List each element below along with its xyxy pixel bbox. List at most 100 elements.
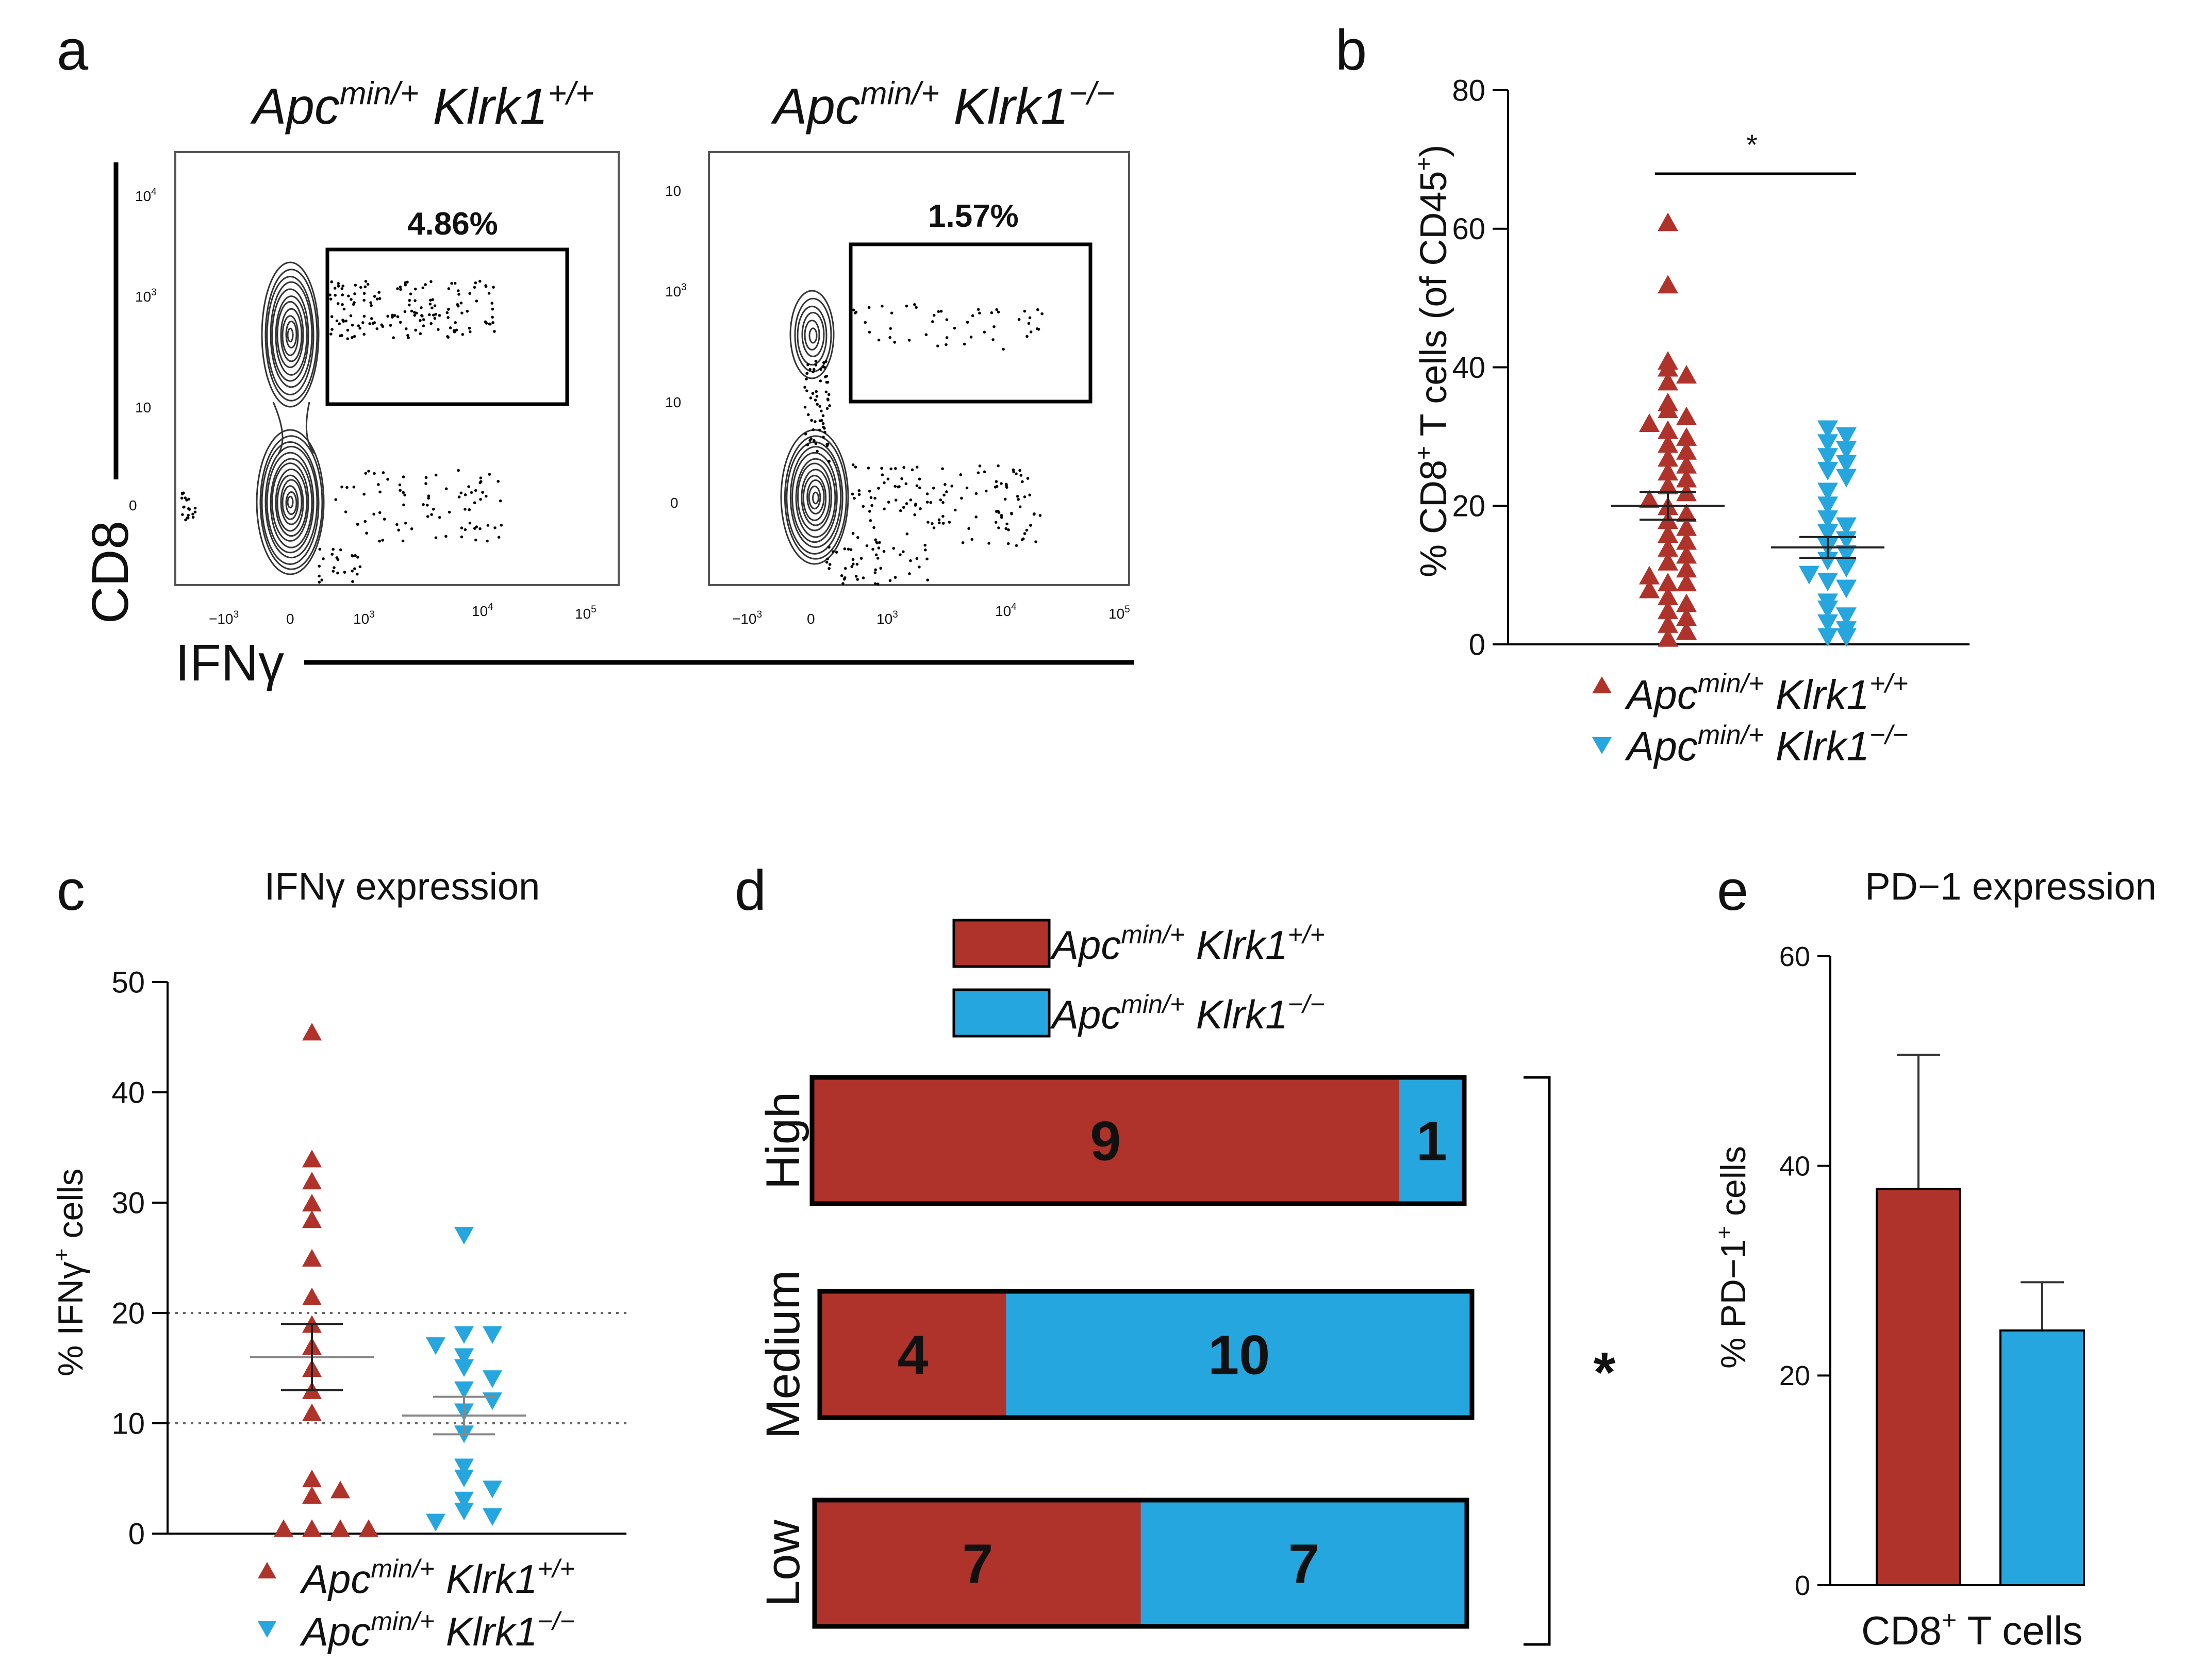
event-dot — [478, 279, 482, 283]
event-dot — [841, 582, 845, 585]
event-dot — [908, 572, 911, 575]
event-dot — [488, 473, 491, 476]
event-dot — [909, 559, 912, 562]
y-tick-label: 60 — [1452, 212, 1485, 246]
tick: 104 — [472, 602, 493, 619]
bar-value-label: 10 — [1208, 1324, 1270, 1386]
contour-ring — [784, 435, 848, 560]
data-point — [1817, 434, 1838, 453]
event-dot — [995, 480, 998, 483]
event-dot — [184, 518, 187, 522]
event-dot — [931, 320, 934, 323]
data-point — [1836, 441, 1857, 460]
event-dot — [404, 327, 408, 330]
data-point — [454, 1503, 474, 1521]
panel-d-sig-star: * — [1594, 1341, 1616, 1404]
event-dot — [918, 565, 921, 569]
event-dot — [978, 464, 982, 468]
event-dot — [341, 284, 345, 288]
event-dot — [850, 565, 854, 569]
data-point — [1676, 607, 1697, 626]
event-dot — [960, 496, 963, 500]
flow-plot-2-yticks: 0 10 103 10 — [665, 183, 687, 511]
data-point — [454, 1359, 474, 1377]
event-dot — [424, 283, 427, 286]
event-dot — [419, 319, 422, 322]
bar-value-label: 7 — [962, 1533, 993, 1595]
tick: 103 — [876, 609, 898, 627]
data-point — [454, 1469, 474, 1488]
event-dot — [420, 306, 423, 309]
contour-ring — [266, 275, 315, 396]
contour-ring — [264, 269, 318, 402]
event-dot — [365, 531, 368, 535]
event-dot — [432, 507, 435, 511]
event-dot — [422, 324, 425, 327]
event-dot — [819, 379, 822, 382]
event-dot — [347, 294, 350, 297]
event-dot — [905, 304, 908, 308]
event-dot — [915, 465, 919, 469]
event-dot — [444, 487, 448, 491]
event-dot — [941, 514, 945, 518]
tick: 0 — [286, 611, 294, 627]
y-tick-label: 10 — [111, 1407, 145, 1440]
event-dot — [913, 303, 916, 306]
event-dot — [422, 318, 425, 321]
event-dot — [487, 292, 491, 295]
event-dot — [1029, 524, 1032, 527]
event-dot — [874, 538, 877, 541]
event-dot — [357, 324, 360, 327]
y-tick-label: 20 — [1779, 1360, 1810, 1391]
event-dot — [336, 571, 339, 575]
event-dot — [333, 566, 336, 569]
contour-ring — [797, 462, 832, 531]
data-point — [302, 1210, 322, 1228]
event-dot — [342, 320, 345, 323]
data-point — [1676, 517, 1697, 536]
event-dot — [995, 308, 998, 311]
data-point — [1658, 434, 1678, 453]
event-dot — [1032, 512, 1036, 516]
event-dot — [887, 501, 890, 504]
contour-ring — [280, 308, 303, 362]
event-dot — [356, 556, 359, 559]
event-dot — [929, 501, 933, 504]
event-dot — [828, 567, 831, 570]
data-point — [426, 1337, 445, 1355]
event-dot — [806, 443, 809, 446]
event-dot — [851, 531, 855, 535]
contour-ring — [264, 445, 318, 559]
event-dot — [475, 300, 478, 303]
data-point — [1676, 621, 1697, 640]
contour-ring — [261, 261, 320, 408]
event-dot — [842, 577, 846, 581]
event-dot — [181, 513, 184, 517]
event-dot — [334, 294, 337, 297]
legend-wt-label: Apcmin/+ Klrk1+/+ — [1050, 920, 1325, 968]
flow-plot-1-frame — [174, 151, 620, 586]
flow-plot-2-events — [803, 303, 1044, 586]
event-dot — [821, 414, 825, 418]
event-dot — [473, 286, 476, 289]
event-dot — [987, 542, 990, 545]
event-dot — [413, 311, 416, 314]
panel-c-points — [250, 1023, 526, 1537]
event-dot — [814, 420, 817, 423]
event-dot — [897, 485, 900, 489]
event-dot — [479, 476, 483, 479]
event-dot — [977, 471, 980, 474]
event-dot — [812, 370, 815, 374]
panel-d-label: d — [735, 859, 766, 922]
flow-plot-1-yticks: 0 10 103 104 — [129, 187, 157, 513]
event-dot — [429, 280, 433, 284]
event-dot — [877, 487, 880, 490]
event-dot — [959, 473, 963, 476]
contour-ring — [802, 475, 827, 521]
event-dot — [444, 535, 448, 538]
event-dot — [399, 288, 402, 291]
panel-a-title-2: Apcmin/+ Klrk1−/− — [771, 76, 1115, 135]
event-dot — [344, 319, 347, 323]
event-dot — [879, 567, 883, 570]
event-dot — [805, 372, 809, 375]
